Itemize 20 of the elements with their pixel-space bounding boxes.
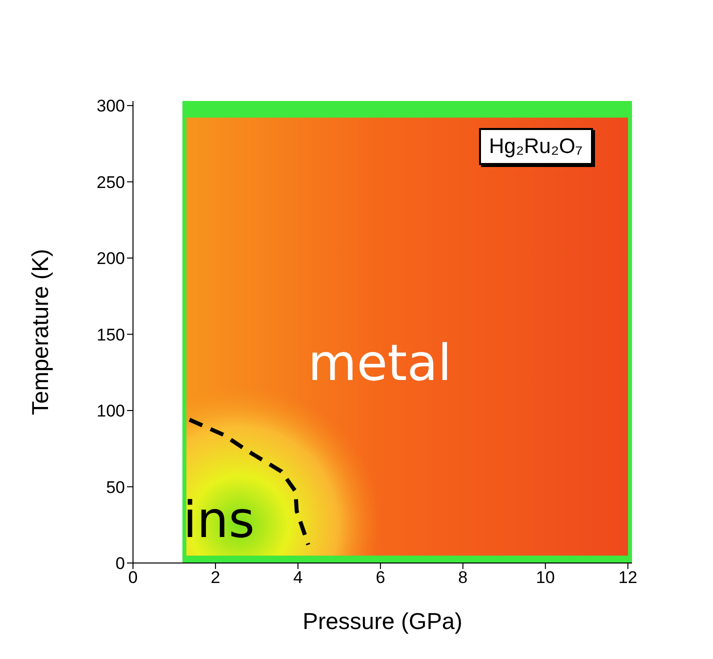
x-tick-label: 6: [376, 568, 386, 588]
y-tick-label: 0: [116, 554, 125, 574]
annotation: ins: [183, 491, 255, 549]
annotation: metal: [308, 334, 452, 392]
annotation: Hg₂Ru₂O₇: [479, 128, 593, 166]
x-tick-label: 4: [293, 568, 303, 588]
y-axis-title: Temperature (K): [27, 248, 54, 416]
y-tick-label: 200: [96, 249, 125, 268]
x-tick-label: 8: [458, 568, 468, 588]
y-tick-label: 250: [96, 172, 125, 192]
y-tick-label: 300: [96, 96, 125, 116]
x-tick-label: 0: [128, 568, 138, 588]
line-series: [188, 418, 310, 547]
y-tick-label: 150: [96, 325, 125, 344]
x-tick-label: 10: [536, 568, 555, 588]
y-tick-label: 50: [106, 478, 125, 497]
x-tick-label: 12: [618, 568, 638, 588]
y-tick-label: 100: [96, 402, 125, 421]
x-axis-title: Pressure (GPa): [302, 608, 462, 634]
x-tick-label: 2: [210, 568, 220, 588]
